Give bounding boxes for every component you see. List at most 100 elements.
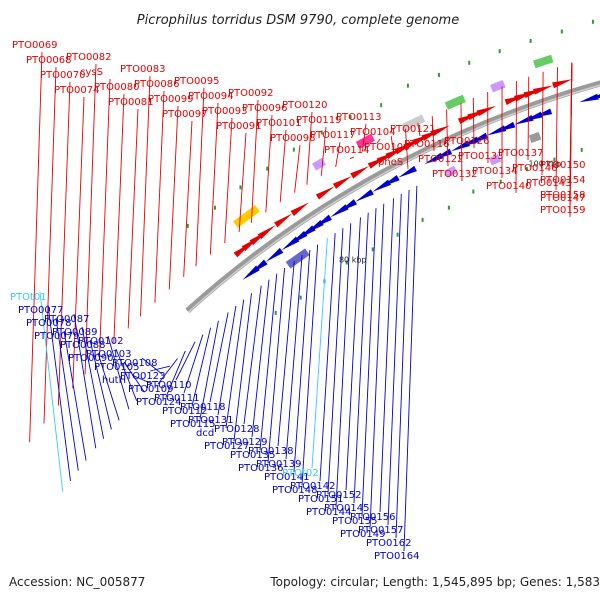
forward-cds-arrow (257, 224, 276, 240)
forward-cds-arrow (476, 105, 497, 117)
reverse-gene-label: PTO0087 (44, 314, 89, 325)
forward-gene-label: PTO0150 (540, 160, 585, 171)
reverse-gene-label: PTO0077 (18, 305, 63, 316)
leader-line (387, 194, 402, 526)
leader-line (127, 108, 139, 329)
leader-line (183, 120, 193, 277)
forward-gene-label: PTO0080 (94, 82, 139, 93)
reverse-gene-label: PTO0110 (146, 380, 191, 391)
gc-mark (274, 310, 277, 315)
leader-line (541, 71, 544, 176)
reverse-cds-arrow (372, 179, 391, 192)
reverse-cds-arrow (380, 174, 400, 188)
leader-line (527, 76, 530, 161)
forward-gene-label: PTO0137 (498, 148, 543, 159)
leader-line (327, 228, 344, 495)
reverse-gene-label: PTO0129 (222, 437, 267, 448)
forward-gene-label: PTO0074 (54, 85, 99, 96)
leader-line (89, 339, 112, 430)
gc-mark (437, 72, 440, 77)
leader-line (29, 51, 43, 443)
reverse-cds-arrow (579, 93, 599, 103)
forward-cds-arrow (273, 213, 293, 228)
leader-line (301, 244, 319, 486)
forward-gene-label: PTO0098 (270, 133, 315, 144)
reverse-gene-label: PTO0079 (34, 331, 79, 342)
topology-text: Topology: circular; Length: 1,545,895 bp… (269, 575, 600, 589)
leader-line (353, 212, 369, 504)
gc-mark (525, 167, 528, 172)
reverse-gene-label: PTO0149 (340, 529, 385, 540)
reverse-cds-arrow (250, 259, 268, 274)
leader-line (285, 255, 303, 460)
accession-text: Accession: NC_005877 (9, 575, 145, 589)
leader-line (209, 102, 219, 255)
leader-line (84, 63, 97, 375)
leader-line (97, 352, 120, 421)
forward-gene-label: PTO0119 (296, 115, 341, 126)
gc-mark (396, 232, 399, 237)
reverse-gene-label: PTO0127 (204, 441, 249, 452)
leader-line (243, 285, 262, 425)
reverse-cds-arrow (486, 125, 507, 136)
forward-gene-label: PTO0093 (202, 106, 247, 117)
reverse-gene-label: PTO0123 (120, 371, 165, 382)
gc-mark (299, 295, 302, 300)
reverse-cds-arrow (450, 140, 471, 152)
reverse-gene-label: PTO0124 (136, 397, 181, 408)
leader-line (72, 96, 85, 389)
forward-gene-label: PTO0147 (540, 193, 585, 204)
reverse-gene-label: PTO0139 (256, 459, 301, 470)
reverse-gene-label: PTO0111 (154, 393, 199, 404)
feature-block (488, 154, 502, 166)
feature-block (528, 131, 542, 143)
gc-mark (529, 38, 532, 43)
reverse-cds-arrow (338, 199, 357, 212)
leader-line (369, 203, 385, 530)
reverse-gene-label: PTO0078 (26, 318, 71, 329)
leader-line (81, 326, 105, 439)
leader-line (376, 138, 381, 144)
forward-gene-label: PTO0091 (216, 121, 261, 132)
leader-line (191, 327, 212, 407)
leader-line (157, 358, 178, 385)
leader-line (555, 67, 558, 191)
reverse-gene-label: PTO0115 (170, 419, 215, 430)
leader-line (73, 313, 97, 449)
leader-line (131, 374, 153, 385)
leader-line (168, 105, 179, 290)
gc-mark (266, 166, 269, 171)
forward-gene-label: PTO0106 (364, 142, 409, 153)
forward-gene-label: PTO0159 (540, 205, 585, 216)
leader-line (417, 122, 421, 137)
reverse-cds-arrow (355, 189, 374, 202)
leader-line (569, 62, 573, 218)
leader-line (123, 361, 145, 393)
leader-line (345, 217, 361, 491)
feature-block (355, 133, 375, 149)
reverse-gene-label: PTO0128 (214, 424, 259, 435)
reverse-gene-label: PTO0135 (230, 450, 275, 461)
gc-mark (349, 115, 352, 120)
reverse-cds-arrow (265, 247, 284, 262)
leader-line (379, 198, 394, 513)
reverse-cds-arrow (398, 165, 417, 178)
reverse-gene-label: PTOt01 (10, 292, 47, 303)
forward-gene-label: PTO0126 (444, 136, 489, 147)
leader-line (55, 317, 79, 471)
leader-line (259, 273, 278, 451)
map-title: Picrophilus torridus DSM 9790, complete … (137, 13, 459, 28)
gc-mark (320, 130, 323, 135)
leader-line (267, 267, 286, 464)
feature-block (444, 94, 466, 110)
gc-mark (580, 147, 583, 152)
forward-gene-label: cysS (80, 67, 103, 78)
leader-line (113, 93, 125, 344)
leader-line (225, 299, 245, 429)
reverse-gene-label: PTO0152 (316, 490, 361, 501)
leader-line (183, 334, 204, 394)
leader-line (107, 335, 130, 410)
leader-line (405, 128, 409, 170)
